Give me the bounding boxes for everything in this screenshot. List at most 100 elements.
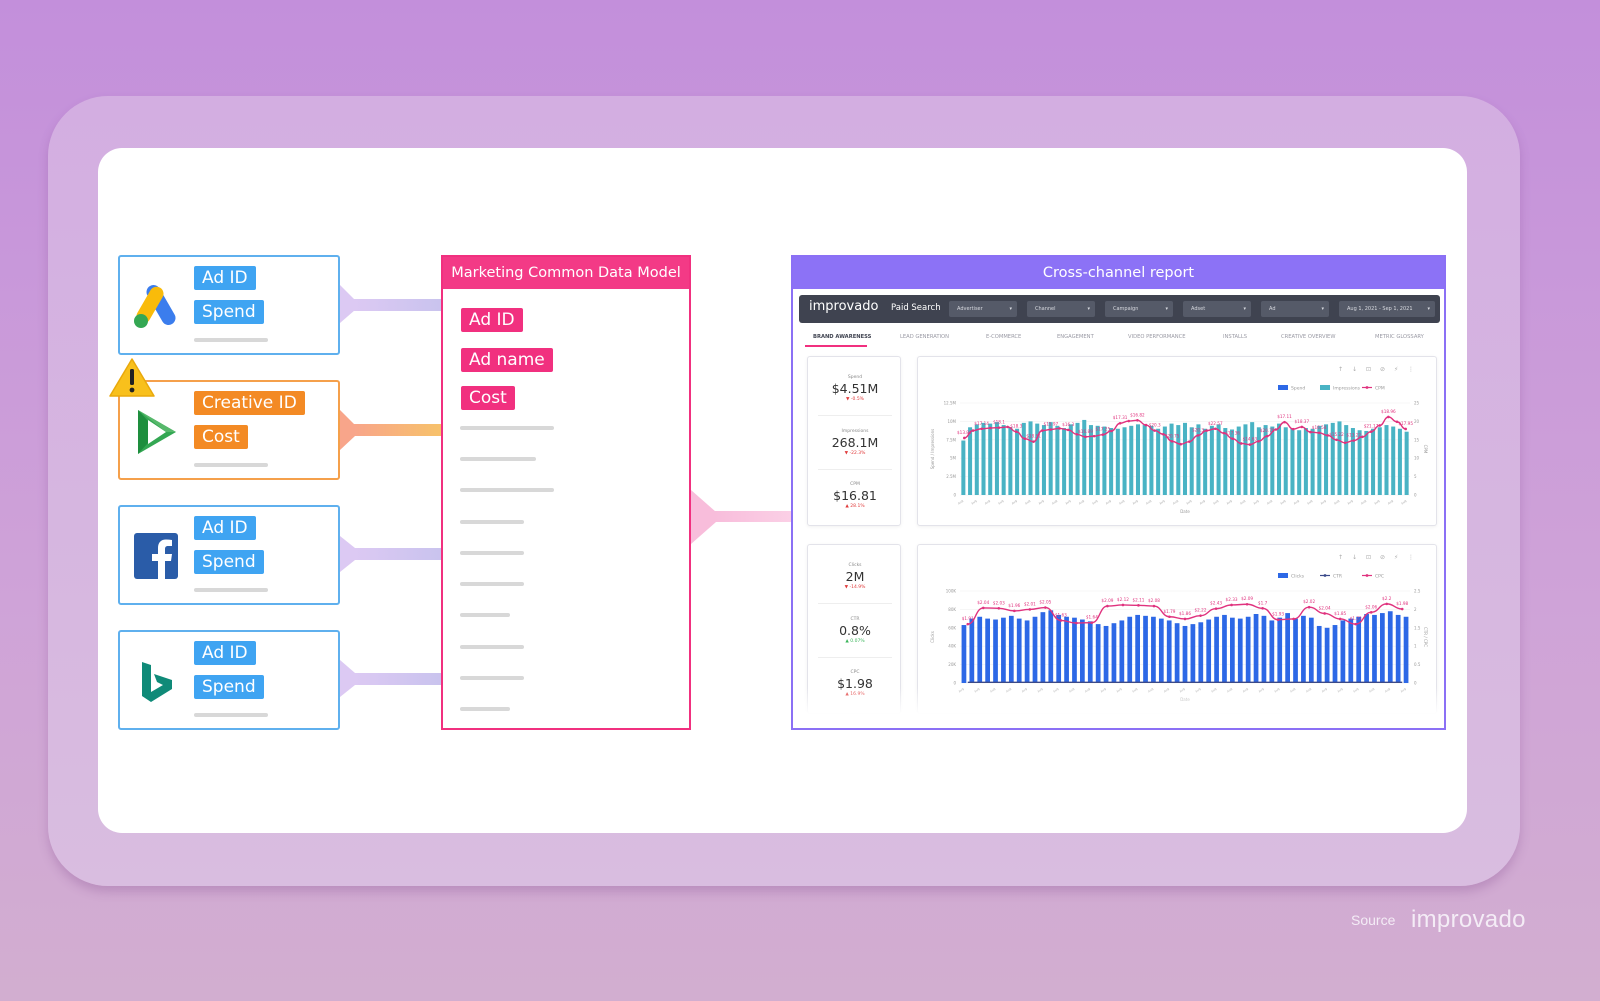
y-axis-label: Spend / Impressions	[930, 429, 935, 469]
bar	[1203, 428, 1208, 495]
x-tick-label: Aug	[957, 499, 964, 506]
x-axis-label: Date	[1180, 509, 1190, 514]
line-point	[966, 622, 970, 626]
y2-tick-label: 0.5	[1414, 662, 1421, 667]
x-tick-label: Aug	[1252, 499, 1259, 506]
data-label: $2.06	[1365, 604, 1377, 609]
tab-lead-generation[interactable]: LEAD GENERATION	[900, 334, 950, 340]
filter-advertiser[interactable]: Advertiser	[949, 301, 1017, 317]
google-play-triangle-logo-icon	[138, 410, 176, 454]
line-point	[1404, 427, 1407, 431]
tab-video-performance[interactable]: VIDEO PERFORMANCE	[1128, 334, 1186, 340]
tab-installs[interactable]: INSTALLS	[1223, 334, 1248, 340]
tab-brand-awareness[interactable]: BRAND AWARENESS	[813, 334, 872, 340]
y-tick-label: 60K	[948, 625, 956, 630]
data-label: $21.17	[1364, 424, 1379, 429]
kpi-clicks: Clicks 2M ▼ -14.9%	[844, 563, 866, 590]
google-ads-logo-icon	[134, 285, 176, 328]
line-point	[1214, 607, 1218, 610]
data-label: $2.04	[1319, 605, 1331, 610]
data-label: $1.64	[1086, 615, 1098, 620]
data-label: $2.03	[993, 600, 1005, 605]
line-point	[1230, 603, 1233, 607]
data-label: $17.36	[1225, 431, 1240, 436]
bar	[977, 616, 983, 683]
filter-channel[interactable]: Channel	[1027, 301, 1095, 317]
bar	[1261, 615, 1267, 683]
bar	[1149, 425, 1154, 495]
bar	[1350, 428, 1355, 495]
line-point	[1075, 432, 1079, 436]
data-label: $1.79	[1163, 609, 1175, 614]
filter-adset[interactable]: Adset	[1183, 301, 1251, 317]
tab-creative-overview[interactable]: CREATIVE OVERVIEW	[1281, 334, 1336, 340]
filter-date-range[interactable]: Aug 1, 2021 - Sep 1, 2021	[1339, 301, 1435, 317]
line-point	[1144, 423, 1148, 427]
kpi-cpm: CPM $16.81 ▲ 28.1%	[833, 482, 877, 509]
bar	[1151, 616, 1156, 683]
bar	[968, 427, 973, 495]
bar	[961, 440, 966, 495]
filter-ad[interactable]: Ad	[1261, 301, 1329, 317]
bar	[1001, 425, 1006, 495]
x-tick-label: Aug	[1105, 499, 1112, 506]
data-label: $17.14	[974, 421, 989, 426]
tab-metric-glossary[interactable]: METRIC GLOSSARY	[1375, 334, 1424, 340]
bar	[988, 423, 993, 495]
bar	[1301, 615, 1306, 683]
line-point	[1152, 604, 1156, 608]
data-label: $20.3	[1149, 423, 1161, 428]
line-point	[1361, 435, 1364, 439]
line-point	[1300, 425, 1304, 429]
tab-engagement[interactable]: ENGAGEMENT	[1057, 334, 1094, 340]
bar	[1102, 426, 1107, 495]
placeholder-line	[460, 426, 554, 430]
bar	[1032, 616, 1038, 683]
y2-tick-label: 2.5	[1414, 589, 1421, 594]
bar	[1377, 427, 1382, 495]
bar	[1344, 425, 1349, 495]
bar	[1008, 615, 1014, 683]
data-label: $1.91	[962, 616, 974, 621]
bar	[961, 625, 967, 683]
data-label: $18.37	[1294, 419, 1309, 424]
line-point	[1213, 427, 1217, 431]
bar	[1316, 625, 1322, 683]
line-point	[1110, 429, 1113, 433]
chart-toolbar-icon: ⋮	[1408, 366, 1414, 373]
bar	[1372, 614, 1377, 683]
bar	[1182, 625, 1188, 683]
data-label: $1.73	[1350, 616, 1362, 621]
line-point	[1257, 439, 1260, 443]
line-point	[1118, 421, 1122, 425]
chart-toolbar-icon: ↓	[1352, 366, 1357, 373]
line-point	[1127, 419, 1131, 423]
bar	[1143, 615, 1148, 683]
line-point	[1170, 439, 1174, 443]
y2-tick-label: 1.5	[1414, 625, 1421, 630]
bar	[1236, 426, 1241, 495]
bar	[1122, 427, 1127, 495]
tab-e-commerce[interactable]: E-COMMERCE	[986, 334, 1022, 340]
bar	[1230, 429, 1235, 495]
x-tick-label: Aug	[1011, 499, 1018, 506]
tag-ad-id: Ad ID	[194, 516, 256, 540]
bar	[1243, 424, 1248, 495]
line-point	[1387, 415, 1390, 419]
cdm-field-ad-name: Ad name	[461, 348, 553, 372]
source-card-facebook: Ad ID Spend	[118, 505, 340, 605]
x-tick-label: Aug	[1064, 499, 1071, 506]
x-tick-label: Aug	[1373, 499, 1380, 506]
placeholder-line	[194, 338, 268, 342]
report-title: Cross-channel report	[793, 257, 1444, 289]
bar	[1403, 616, 1409, 683]
filter-campaign[interactable]: Campaign	[1105, 301, 1173, 317]
tag-cost: Cost	[194, 425, 248, 449]
y-tick-label: 100K	[946, 589, 957, 594]
bar	[1048, 610, 1054, 683]
y-tick-label: 7.5M	[946, 437, 956, 442]
legend-label: Impressions	[1333, 386, 1361, 392]
data-label: $1.93	[1272, 612, 1284, 617]
data-label: $2.12	[1117, 597, 1129, 602]
bar	[1055, 425, 1060, 495]
